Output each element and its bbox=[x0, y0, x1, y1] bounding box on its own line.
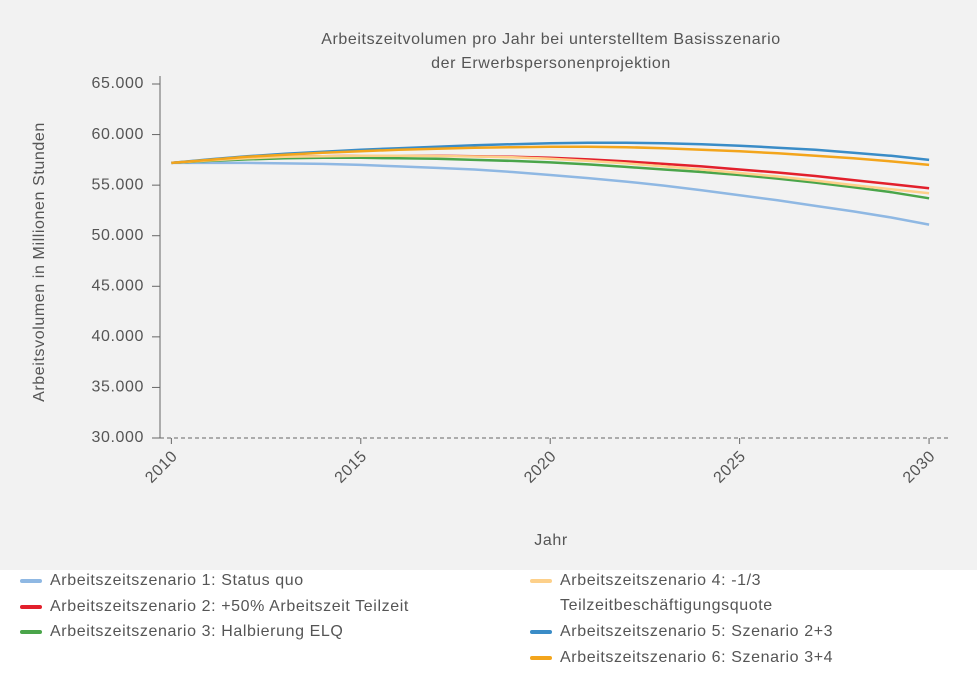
legend-item: Arbeitszeitszenario 6: Szenario 3+4 bbox=[530, 645, 977, 670]
y-tick-label: 55.000 bbox=[91, 176, 144, 193]
y-tick-label: 50.000 bbox=[91, 227, 144, 244]
y-tick-label: 35.000 bbox=[91, 379, 144, 396]
series-line bbox=[171, 161, 930, 226]
legend-label: Arbeitszeitszenario 4: -1/3 Teilzeitbesc… bbox=[560, 572, 773, 614]
chart-background bbox=[0, 0, 977, 570]
y-tick-label: 30.000 bbox=[91, 429, 144, 446]
y-tick-label: 45.000 bbox=[91, 278, 144, 295]
y-tick-label: 60.000 bbox=[91, 126, 144, 143]
series-line bbox=[171, 145, 930, 167]
legend-item: Arbeitszeitszenario 2: +50% Arbeitszeit … bbox=[20, 594, 470, 619]
chart: Arbeitszeitvolumen pro Jahr bei unterste… bbox=[0, 0, 977, 570]
legend-label: Arbeitszeitszenario 2: +50% Arbeitszeit … bbox=[50, 598, 409, 615]
y-axis-label: Arbeitsvolumen in Millionen Stunden bbox=[31, 122, 48, 402]
x-axis-label: Jahr bbox=[534, 532, 568, 549]
legend-label: Arbeitszeitszenario 3: Halbierung ELQ bbox=[50, 623, 344, 640]
legend-swatch bbox=[530, 579, 552, 583]
chart-title: der Erwerbspersonenprojektion bbox=[431, 55, 671, 72]
y-tick-label: 40.000 bbox=[91, 328, 144, 345]
legend-label: Arbeitszeitszenario 1: Status quo bbox=[50, 572, 304, 589]
series-line bbox=[171, 156, 930, 200]
series-line bbox=[171, 154, 930, 195]
y-tick-label: 65.000 bbox=[91, 75, 144, 92]
legend-swatch bbox=[530, 656, 552, 660]
legend: Arbeitszeitszenario 1: Status quo Arbeits… bbox=[0, 570, 977, 679]
chart-title: Arbeitszeitvolumen pro Jahr bei unterste… bbox=[321, 31, 781, 48]
legend-item: Arbeitszeitszenario 1: Status quo bbox=[20, 568, 470, 593]
legend-swatch bbox=[20, 630, 42, 634]
legend-label: Arbeitszeitszenario 6: Szenario 3+4 bbox=[560, 649, 834, 666]
legend-swatch bbox=[530, 630, 552, 634]
legend-item: Arbeitszeitszenario 4: -1/3 Teilzeitbesc… bbox=[530, 568, 870, 618]
legend-item: Arbeitszeitszenario 5: Szenario 2+3 bbox=[530, 619, 977, 644]
legend-label: Arbeitszeitszenario 5: Szenario 2+3 bbox=[560, 623, 834, 640]
legend-item: Arbeitszeitszenario 3: Halbierung ELQ bbox=[20, 619, 470, 644]
legend-swatch bbox=[20, 605, 42, 609]
legend-swatch bbox=[20, 579, 42, 583]
